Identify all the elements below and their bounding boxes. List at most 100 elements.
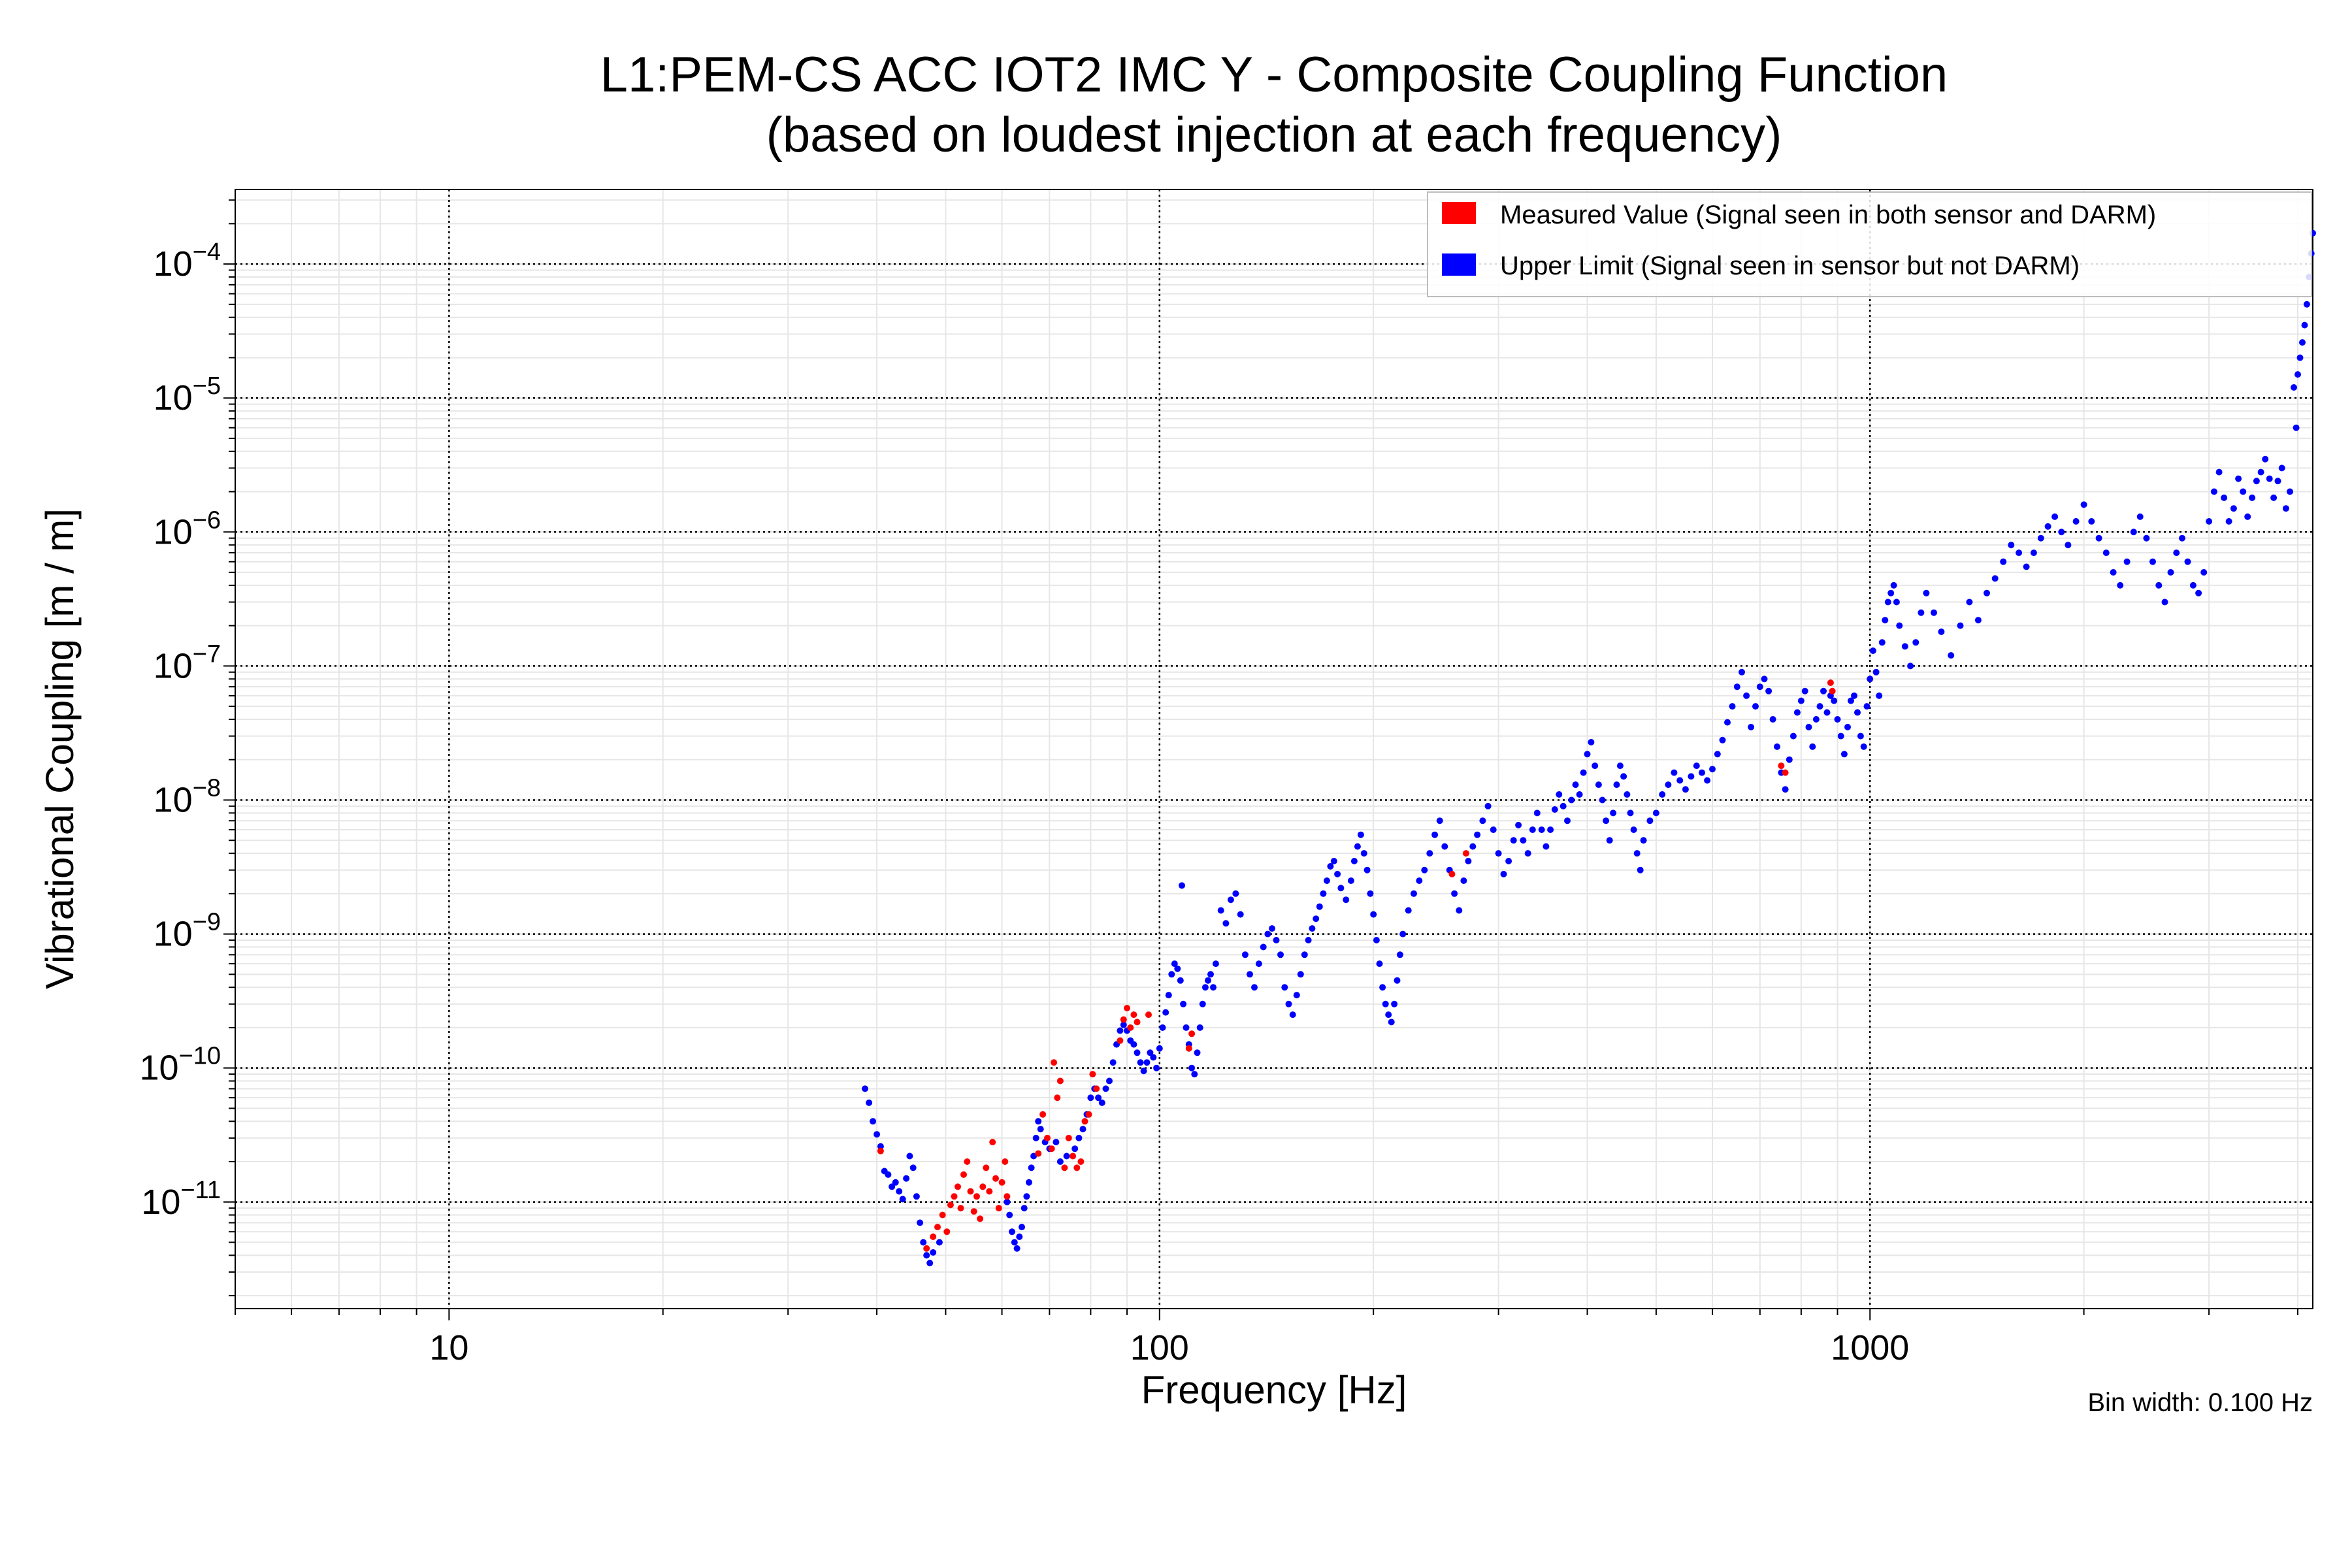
- measured-point: [923, 1245, 930, 1252]
- upper-limit-point: [1301, 951, 1308, 958]
- upper-limit-point: [1207, 971, 1214, 978]
- upper-limit-point: [1479, 817, 1486, 825]
- upper-limit-point: [2136, 513, 2144, 520]
- measured-point: [1124, 1005, 1130, 1011]
- measured-point: [998, 1179, 1005, 1186]
- upper-limit-point: [1923, 589, 1930, 596]
- upper-limit-point: [885, 1171, 892, 1178]
- upper-limit-point: [1102, 1085, 1109, 1092]
- upper-limit-point: [1079, 1126, 1086, 1133]
- upper-limit-point: [1724, 719, 1731, 726]
- legend-swatch-measured: [1442, 202, 1476, 224]
- upper-limit-point: [1316, 903, 1323, 910]
- upper-limit-point: [2179, 534, 2185, 542]
- upper-limit-point: [1382, 1000, 1389, 1007]
- upper-limit-point: [1520, 837, 1527, 844]
- upper-limit-point: [1171, 960, 1178, 968]
- upper-limit-point: [1399, 930, 1407, 938]
- upper-limit-point: [1699, 769, 1705, 776]
- upper-limit-point: [2065, 542, 2072, 549]
- upper-limit-point: [1688, 773, 1695, 780]
- upper-limit-point: [1441, 843, 1448, 850]
- upper-limit-point: [1260, 943, 1267, 951]
- upper-limit-point: [1801, 687, 1808, 694]
- upper-limit-point: [1556, 791, 1563, 798]
- upper-limit-point: [1095, 1094, 1102, 1102]
- upper-limit-point: [1524, 850, 1531, 857]
- y-tick-label: 10−11: [141, 1177, 221, 1222]
- upper-limit-point: [1627, 809, 1634, 817]
- upper-limit-point: [1426, 850, 1433, 857]
- upper-limit-point: [862, 1085, 868, 1092]
- measured-point: [983, 1164, 990, 1171]
- upper-limit-point: [1782, 786, 1789, 793]
- upper-limit-point: [1816, 703, 1823, 710]
- upper-limit-point: [1869, 647, 1876, 654]
- upper-limit-point: [1592, 762, 1599, 770]
- upper-limit-point: [1194, 1049, 1201, 1056]
- upper-limit-point: [1293, 992, 1300, 999]
- measured-point: [1778, 762, 1785, 770]
- upper-limit-point: [2117, 581, 2124, 589]
- upper-limit-point: [1665, 781, 1672, 789]
- upper-limit-point: [2299, 339, 2306, 346]
- upper-limit-point: [2253, 478, 2260, 485]
- upper-limit-point: [930, 1249, 937, 1256]
- upper-limit-point: [1269, 925, 1275, 932]
- x-tick-labels: 10 100 1000: [429, 1328, 1909, 1367]
- upper-limit-point: [1474, 831, 1481, 838]
- upper-limit-point: [2274, 478, 2281, 485]
- upper-limit-point: [1156, 1045, 1163, 1052]
- upper-limit-point: [1281, 984, 1288, 991]
- upper-limit-point: [1251, 984, 1258, 991]
- upper-limit-point: [1606, 837, 1613, 844]
- upper-limit-point: [1364, 866, 1371, 874]
- upper-limit-point: [1009, 1228, 1015, 1235]
- chart-subtitle: (based on loudest injection at each freq…: [766, 107, 1782, 163]
- upper-limit-point: [1733, 683, 1740, 691]
- upper-limit-point: [1576, 791, 1583, 798]
- measured-point: [964, 1158, 971, 1165]
- measured-point: [1188, 1030, 1196, 1037]
- upper-limit-point: [2149, 558, 2156, 565]
- upper-limit-point: [1394, 977, 1401, 984]
- upper-limit-point: [1168, 971, 1175, 978]
- upper-limit-point: [2184, 558, 2191, 565]
- minor-gridlines: [235, 189, 2313, 1309]
- upper-limit-point: [1719, 736, 1726, 743]
- upper-limit-point: [1451, 890, 1458, 897]
- upper-limit-point: [1305, 937, 1312, 943]
- upper-limit-point: [1053, 1139, 1060, 1146]
- upper-limit-point: [1028, 1164, 1035, 1171]
- upper-limit-point: [1416, 877, 1423, 884]
- upper-limit-point: [1837, 732, 1844, 740]
- upper-limit-point: [2195, 589, 2202, 596]
- x-tick-label: 1000: [1831, 1328, 1909, 1367]
- upper-limit-point: [1327, 863, 1334, 870]
- upper-limit-point: [2143, 534, 2150, 542]
- upper-limit-point: [1616, 762, 1624, 770]
- upper-limit-point: [1495, 850, 1502, 857]
- measured-point: [1081, 1118, 1088, 1125]
- upper-limit-point: [1063, 1152, 1070, 1160]
- upper-limit-point: [1890, 581, 1897, 589]
- upper-limit-point: [1620, 773, 1627, 780]
- upper-limit-point: [1624, 791, 1631, 798]
- upper-limit-point: [1313, 915, 1320, 923]
- upper-limit-point: [1823, 709, 1831, 716]
- y-tick-labels: 10−4 10−5 10−6 10−7 10−8 10−9 10−10 10−11: [139, 238, 221, 1222]
- measured-point: [1004, 1193, 1011, 1200]
- upper-limit-point: [1786, 756, 1793, 763]
- measured-point: [957, 1205, 964, 1212]
- upper-limit-point: [1671, 769, 1678, 776]
- upper-limit-point: [874, 1131, 881, 1138]
- upper-limit-point: [1006, 1211, 1013, 1218]
- upper-limit-point: [1789, 732, 1797, 740]
- upper-limit-point: [1323, 877, 1330, 884]
- upper-limit-point: [2303, 301, 2310, 308]
- x-tick-label: 100: [1130, 1328, 1189, 1367]
- upper-limit-point: [1793, 709, 1801, 716]
- measured-point: [1077, 1158, 1085, 1165]
- series-upper-limit: [862, 229, 2316, 1267]
- upper-limit-point: [1769, 716, 1776, 723]
